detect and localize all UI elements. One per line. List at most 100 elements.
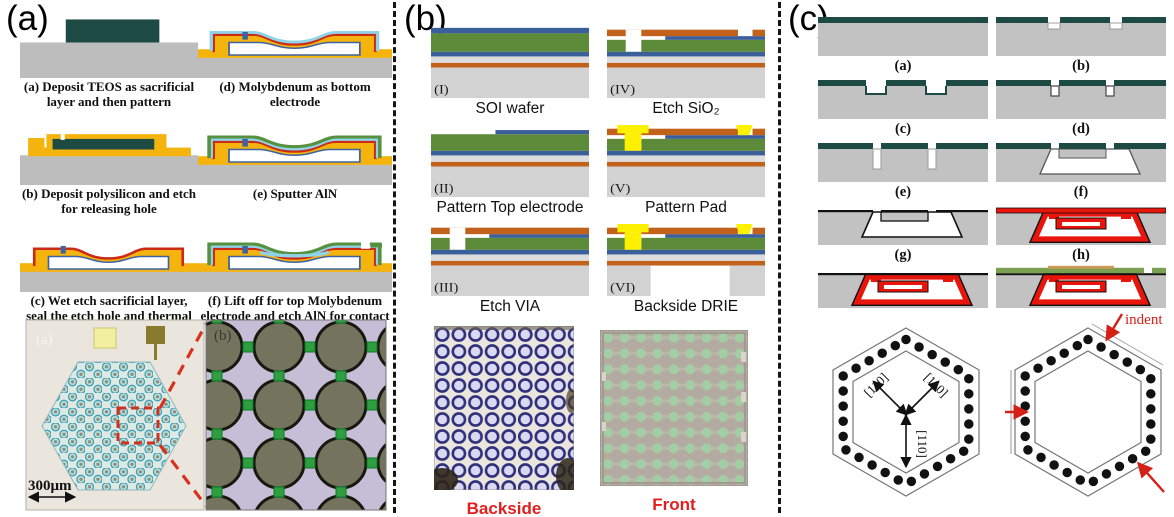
step-deposit-polysilicon-diagram <box>20 134 198 186</box>
panel-divider-2 <box>778 2 781 513</box>
c-step-label: (g) <box>894 247 912 263</box>
indent-label: indent <box>1125 312 1163 328</box>
step-sputter-aln: (e) Sputter AlN <box>198 113 392 220</box>
c-label-row-3: (e) (f) <box>818 184 1166 201</box>
pmut-hex-array <box>41 361 187 491</box>
step-numeral: (V) <box>610 181 630 196</box>
step-caption: (b) Deposit polysilicon and etch for rel… <box>21 186 197 216</box>
step-soi-wafer-diagram: (I) <box>431 27 589 98</box>
step-bottom-electrode-diagram <box>198 30 392 78</box>
bond-pad-trace <box>154 344 157 360</box>
front-caption: Front <box>652 495 696 514</box>
step-caption: (f) Lift off for top Molybdenum electrod… <box>200 293 390 323</box>
step-caption: (d) Molybdenum as bottom electrode <box>219 79 371 109</box>
step-deposit-polysilicon: (b) Deposit polysilicon and etch for rel… <box>20 113 198 220</box>
step-caption: Etch VIA <box>479 298 541 315</box>
panel-a: (a) (a) Deposit TEOS as sacrificial laye… <box>0 0 392 517</box>
step-sputter-aln-diagram <box>198 135 392 186</box>
panel-c: (c) (a) (b) <box>782 0 1174 517</box>
c-step-c-diagram <box>818 80 988 119</box>
step-etch-via: (III) Etch VIA <box>428 224 592 316</box>
step-etch-sio2: (IV) Etch SiO₂ <box>604 26 768 118</box>
indent-arrow-bottom <box>1136 461 1165 493</box>
step-numeral: (III) <box>434 280 458 295</box>
hexagon-layout-left: [110] [110] [110] <box>832 327 980 497</box>
step-deposit-teos-diagram <box>20 19 198 78</box>
panel-a-label: (a) <box>6 0 49 38</box>
step-etch-via-diagram: (III) <box>431 227 589 296</box>
step-numeral: (II) <box>434 181 453 196</box>
c-step-e-diagram <box>818 143 988 182</box>
c-step-a-diagram <box>818 17 988 56</box>
crystal-arrow-upper-left <box>872 380 908 416</box>
c-step-b-diagram <box>996 17 1166 56</box>
panel-a-micrographs: (a) 300μm (b) <box>25 319 387 511</box>
zoom-region-box <box>116 406 160 445</box>
front-photo <box>599 329 749 487</box>
c-row-1 <box>818 12 1166 58</box>
bond-pad-yellow <box>93 327 117 349</box>
step-caption: Backside DRIE <box>633 298 739 315</box>
etch-hole-dots <box>1020 334 1156 490</box>
step-pattern-top-electrode: (II) Pattern Top electrode <box>428 125 592 217</box>
step-wet-etch-seal-diagram <box>20 246 198 293</box>
zoom-connector-bottom <box>158 444 208 507</box>
c-label-row-4: (g) (h) <box>818 247 1166 264</box>
backside-photo-figure: Backside <box>426 325 580 517</box>
step-caption: Pattern Pad <box>645 199 727 216</box>
hexagon-layout-right: indent <box>1005 312 1165 497</box>
zoomed-micrograph <box>205 319 387 511</box>
panel-b: (b) (I) SOI wafer <box>398 0 776 517</box>
c-step-label: (d) <box>1072 121 1090 137</box>
step-backside-drie: (VI) Backside DRIE <box>604 224 768 316</box>
panel-b-photos: Backside Front <box>426 325 749 517</box>
step-caption: Pattern Top electrode <box>436 199 584 216</box>
c-row-3 <box>818 138 1166 184</box>
backside-caption: Backside <box>466 499 542 517</box>
step-pattern-top-electrode-diagram: (II) <box>431 130 589 197</box>
c-step-g-diagram <box>818 210 988 245</box>
micrograph-right-label: (b) <box>214 328 232 344</box>
c-step-h-diagram <box>996 207 1166 245</box>
panel-a-steps: (a) Deposit TEOS as sacrificial layer an… <box>20 6 392 342</box>
step-liftoff-top-electrode: (f) Lift off for top Molybdenum electrod… <box>198 220 392 342</box>
step-pattern-pad-diagram: (V) <box>607 125 765 197</box>
crystal-arrow-upper-right <box>904 380 940 416</box>
step-numeral: (IV) <box>610 82 635 97</box>
c-final-left-diagram <box>818 273 988 308</box>
bond-pad-olive <box>146 326 165 344</box>
backside-photo <box>426 325 580 494</box>
panel-divider-1 <box>393 2 396 513</box>
step-liftoff-top-electrode-diagram <box>198 241 392 293</box>
step-backside-drie-diagram: (VI) <box>607 224 765 296</box>
c-step-d-diagram <box>996 80 1166 119</box>
step-numeral: (VI) <box>610 280 635 295</box>
zoom-connector-top <box>158 323 208 409</box>
step-soi-wafer: (I) SOI wafer <box>428 26 592 118</box>
scale-bar-label: 300μm <box>28 478 72 494</box>
c-step-label: (h) <box>1072 247 1090 263</box>
c-final-right-diagram <box>996 265 1166 308</box>
panel-c-steps: (a) (b) <box>818 12 1166 310</box>
step-deposit-teos: (a) Deposit TEOS as sacrificial layer an… <box>20 6 198 113</box>
etch-hole-dots <box>838 334 974 490</box>
c-step-label: (a) <box>894 58 912 74</box>
crystal-dir-down: [110] <box>915 430 930 458</box>
step-caption: (a) Deposit TEOS as sacrificial layer an… <box>23 79 195 109</box>
step-caption: SOI wafer <box>475 100 545 117</box>
step-caption: (e) Sputter AlN <box>252 186 338 202</box>
c-step-label: (c) <box>894 121 912 137</box>
step-bottom-electrode: (d) Molybdenum as bottom electrode <box>198 6 392 113</box>
step-pattern-pad: (V) Pattern Pad <box>604 125 768 217</box>
panel-b-steps: (I) SOI wafer (IV) Etch SiO₂ <box>428 26 768 316</box>
step-numeral: (I) <box>434 82 449 97</box>
c-row-4 <box>818 201 1166 247</box>
c-row-2 <box>818 75 1166 121</box>
step-caption: Etch SiO₂ <box>652 100 720 117</box>
c-label-row-2: (c) (d) <box>818 121 1166 138</box>
front-photo-figure: Front <box>599 329 749 515</box>
c-step-label: (b) <box>1072 58 1090 74</box>
c-step-f-diagram <box>996 143 1166 182</box>
indent-arrow-top <box>1105 313 1124 342</box>
